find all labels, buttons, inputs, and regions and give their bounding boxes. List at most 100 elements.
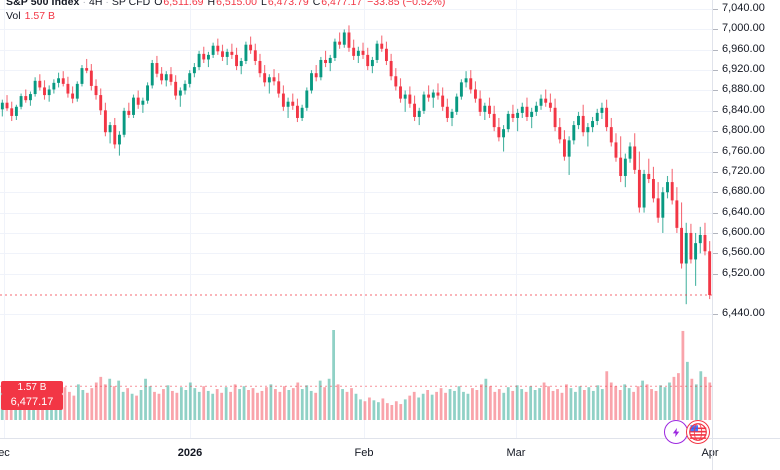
volume-bar	[453, 390, 456, 420]
candlestick	[591, 116, 595, 133]
price-axis-label: 6,640.00	[722, 205, 765, 218]
candle-body	[600, 107, 604, 113]
volume-bar	[560, 392, 564, 420]
candlestick	[239, 57, 243, 75]
volume-bar	[345, 391, 349, 420]
candlestick	[0, 99, 4, 117]
candle-body	[623, 158, 627, 176]
candlestick	[450, 108, 454, 127]
volume-bar	[574, 391, 577, 420]
candlestick	[10, 101, 14, 122]
candlestick	[108, 122, 112, 144]
candlestick	[117, 131, 121, 156]
volume-bar	[148, 386, 152, 420]
volume-bar	[466, 393, 470, 420]
candlestick	[431, 89, 435, 108]
volume-bar	[300, 389, 304, 420]
candlestick	[394, 68, 398, 91]
candlestick	[38, 74, 42, 91]
price-axis-tick	[713, 232, 718, 234]
volume-bar	[287, 390, 291, 420]
candle-body	[459, 82, 463, 97]
lightning-bolt-icon[interactable]	[664, 420, 688, 444]
candle-body	[469, 78, 473, 90]
volume-bar	[668, 382, 671, 420]
candle-body	[577, 115, 580, 126]
candle-body	[450, 111, 454, 118]
price-axis-label: 6,800.00	[722, 124, 765, 137]
candle-body	[122, 110, 126, 135]
price-axis-tick	[713, 49, 718, 51]
candlestick	[595, 108, 599, 126]
candle-body	[698, 234, 702, 244]
candle-body	[661, 192, 665, 218]
candlestick	[534, 101, 538, 116]
candle-body	[347, 32, 351, 48]
volume-bar	[672, 376, 676, 420]
candlestick	[698, 226, 702, 254]
volume-bar	[641, 380, 644, 420]
volume-bar	[403, 399, 407, 420]
us-flag-globe-icon[interactable]	[686, 420, 710, 444]
volume-bar	[591, 390, 595, 420]
candle-body	[572, 125, 576, 141]
candle-body	[694, 243, 698, 260]
volume-bar	[175, 392, 179, 420]
candlestick	[75, 81, 79, 102]
candle-body	[586, 127, 590, 133]
candle-body	[431, 92, 435, 98]
volume-bar	[390, 405, 394, 420]
candle-body	[239, 60, 243, 67]
volume-bar	[381, 398, 385, 420]
volume-bar	[708, 382, 712, 420]
candlestick	[577, 111, 580, 130]
candlestick	[544, 89, 548, 107]
volume-bar	[296, 382, 300, 420]
candlestick-chart[interactable]	[0, 0, 712, 438]
candle-body	[197, 53, 201, 68]
candlestick	[24, 89, 28, 103]
candlestick	[473, 81, 477, 103]
candlestick	[553, 98, 557, 132]
candle-body	[178, 90, 182, 96]
candlestick	[572, 121, 576, 145]
candle-body	[492, 113, 496, 128]
candlestick	[221, 44, 224, 61]
candlestick	[459, 79, 463, 100]
volume-bar	[426, 390, 430, 420]
candlestick	[253, 43, 257, 66]
volume-bar	[314, 392, 318, 420]
candlestick	[380, 35, 384, 52]
candle-body	[174, 81, 178, 96]
time-axis[interactable]: ec 2026 Feb Mar Apr	[0, 438, 780, 470]
candlestick	[703, 222, 707, 256]
price-axis[interactable]: 7,040.00 7,000.00 6,960.00 6,920.00 6,880.00…	[712, 0, 780, 438]
volume-bar	[408, 395, 412, 420]
volume-bar	[81, 390, 85, 420]
candlestick	[14, 104, 18, 121]
volume-bar	[506, 387, 510, 420]
volume-bar	[63, 387, 67, 420]
volume-bar	[542, 382, 546, 420]
candlestick	[277, 73, 281, 98]
candlestick	[338, 32, 342, 49]
volume-bar	[520, 389, 524, 420]
volume-bar	[475, 390, 479, 420]
candlestick	[216, 38, 220, 55]
candle-body	[263, 73, 267, 83]
candle-body	[333, 41, 337, 58]
candlestick	[366, 47, 370, 71]
volume-bar	[681, 330, 685, 420]
candle-body	[516, 112, 520, 118]
candlestick	[483, 102, 487, 121]
chart-plot-area[interactable]	[0, 0, 712, 438]
candlestick	[614, 133, 618, 162]
price-axis-label: 7,000.00	[722, 22, 765, 35]
candlestick	[305, 87, 309, 111]
volume-bar	[551, 390, 555, 420]
candle-body	[609, 127, 613, 143]
candle-body	[94, 85, 98, 96]
last-price-badge: 6,477.17	[1, 394, 63, 410]
candle-body	[267, 77, 271, 83]
candle-body	[258, 60, 262, 74]
